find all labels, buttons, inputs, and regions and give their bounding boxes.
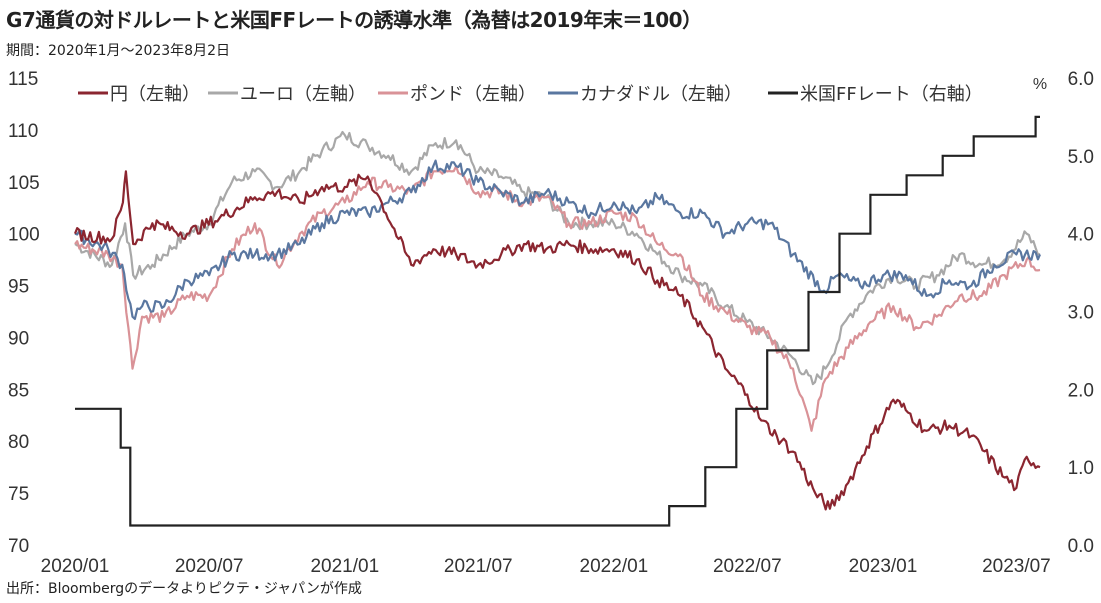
y-right-tick-label: 0.0 [1068, 536, 1094, 557]
y-right-tick-label: 5.0 [1068, 147, 1094, 168]
legend-label: ポンド（左軸） [410, 84, 536, 105]
period-note: 期間：2020年1月～2023年8月2日 [6, 43, 230, 59]
y-left-tick-label: 85 [8, 380, 29, 401]
y-left-tick-label: 100 [8, 225, 40, 246]
source-note: 出所：Bloombergのデータよりピクテ・ジャパンが作成 [6, 581, 362, 597]
x-tick-label: 2021/01 [310, 556, 379, 577]
y-right-tick-label: 3.0 [1068, 303, 1094, 324]
y-left-tick-label: 115 [8, 69, 38, 90]
series-line [74, 130, 1041, 386]
y-left-tick-label: 70 [8, 536, 29, 557]
legend: 円（左軸） ユーロ（左軸） ポンド（左軸） カナダドル（左軸） 米国FFレート（右軸） [78, 84, 983, 105]
y-left-tick-label: 90 [8, 328, 29, 349]
series-line [74, 165, 1041, 432]
x-tick-label: 2022/07 [713, 556, 782, 577]
x-axis: 2020/01 2020/07 2021/01 2021/07 2022/01 2022/… [41, 556, 1051, 577]
x-tick-label: 2021/07 [444, 556, 513, 577]
y-right-tick-label: 4.0 [1068, 225, 1094, 246]
legend-label: ユーロ（左軸） [240, 84, 366, 105]
y-axis-right: 0.0 1.0 2.0 3.0 4.0 5.0 6.0 [1068, 69, 1094, 557]
y-right-tick-label: 2.0 [1068, 380, 1094, 401]
ff-rate-step-line [75, 115, 1040, 527]
y-left-tick-label: 80 [8, 432, 29, 453]
y-left-tick-label: 110 [8, 121, 38, 142]
x-tick-label: 2023/07 [982, 556, 1051, 577]
series-line [74, 159, 1042, 320]
legend-label: 円（左軸） [110, 84, 200, 105]
y-right-tick-label: 6.0 [1068, 69, 1094, 90]
y-left-tick-label: 105 [8, 173, 40, 194]
y-right-tick-label: 1.0 [1068, 458, 1094, 479]
x-tick-label: 2020/07 [175, 556, 244, 577]
legend-label: 米国FFレート（右軸） [800, 84, 983, 105]
chart-title: G7通貨の対ドルレートと米国FFレートの誘導水準（為替は2019年末＝100） [6, 8, 702, 32]
y-right-unit-label: % [1033, 76, 1047, 93]
x-tick-label: 2020/01 [41, 556, 110, 577]
y-left-tick-label: 75 [8, 484, 29, 505]
series-group [73, 115, 1042, 527]
x-tick-label: 2022/01 [580, 556, 649, 577]
legend-label: カナダドル（左軸） [580, 84, 742, 105]
y-left-tick-label: 95 [8, 277, 29, 298]
y-axis-left: 70 75 80 85 90 95 100 105 110 115 [8, 69, 40, 557]
x-tick-label: 2023/01 [849, 556, 918, 577]
series-line [73, 170, 1041, 511]
